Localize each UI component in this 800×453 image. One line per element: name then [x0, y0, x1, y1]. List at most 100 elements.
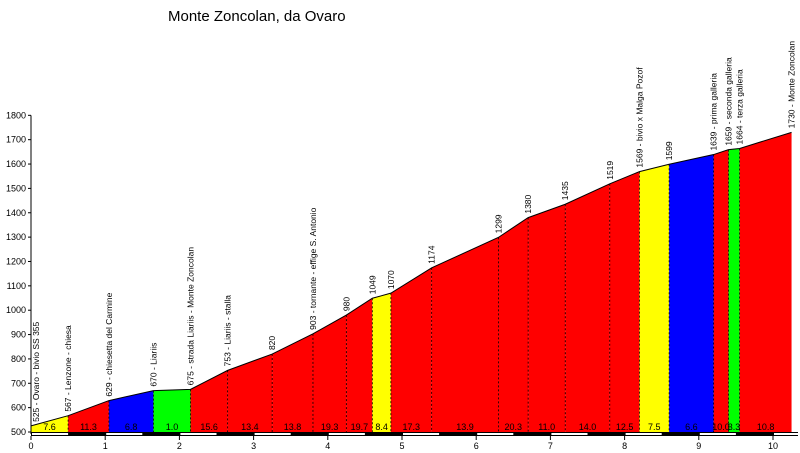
- profile-segment: [346, 298, 373, 432]
- x-tick-label: 1: [103, 441, 108, 451]
- waypoint-label: 670 - Liariis: [148, 343, 158, 387]
- x-axis-stripe: [774, 433, 800, 435]
- gradient-label: 7.5: [648, 422, 661, 432]
- waypoint-label: 1730 - Monte Zoncolan: [787, 41, 797, 129]
- gradient-label: 13.8: [284, 422, 302, 432]
- waypoint-label: 675 - strada Liariis - Monte Zoncolan: [186, 247, 196, 386]
- gradient-label: 19.7: [351, 422, 369, 432]
- x-tick-label: 6: [474, 441, 479, 451]
- profile-segment: [190, 370, 228, 432]
- gradient-label: 11.3: [80, 422, 97, 432]
- gradient-label: 13.9: [456, 422, 474, 432]
- y-tick-label: 1400: [6, 208, 26, 218]
- gradient-label: 1.0: [166, 422, 179, 432]
- y-tick-label: 1000: [6, 305, 26, 315]
- y-tick-label: 1700: [6, 135, 26, 145]
- x-tick-label: 2: [177, 441, 182, 451]
- y-tick-label: 900: [11, 330, 26, 340]
- profile-segment: [609, 171, 640, 432]
- x-tick-label: 7: [548, 441, 553, 451]
- waypoint-label: 1070: [386, 270, 396, 289]
- x-tick-label: 9: [696, 441, 701, 451]
- x-axis-stripe: [254, 433, 291, 435]
- gradient-label: 12.5: [616, 422, 634, 432]
- profile-segment: [739, 132, 792, 432]
- gradient-label: 6.8: [125, 422, 138, 432]
- profile-segment: [68, 400, 109, 432]
- gradient-label: 6.6: [685, 422, 698, 432]
- gradient-label: 15.6: [200, 422, 218, 432]
- profile-outline: [30, 131, 792, 427]
- waypoint-label: 1174: [427, 245, 437, 264]
- profile-segment: [312, 315, 347, 432]
- y-tick-label: 1600: [6, 159, 26, 169]
- waypoint-label: 629 - chiesetta del Carmine: [104, 292, 114, 396]
- profile-segment: [31, 415, 69, 432]
- x-axis-stripe: [328, 433, 365, 435]
- waypoint-label: 567 - Lenzone - chiesa: [63, 325, 73, 412]
- profile-segment: [108, 390, 154, 432]
- profile-segment: [153, 389, 191, 432]
- profile-segment: [639, 164, 670, 432]
- gradient-label: 19.3: [321, 422, 339, 432]
- y-tick-label: 500: [11, 427, 26, 437]
- x-axis-stripe: [32, 433, 69, 435]
- profile-segment: [669, 154, 714, 432]
- profile-segment: [565, 183, 610, 432]
- waypoint-label: 1519: [605, 161, 615, 180]
- profile-segment: [372, 293, 391, 432]
- x-axis-stripe: [403, 433, 440, 435]
- waypoint-label: 1569 - bivio x Malga Pozof: [634, 67, 644, 168]
- profile-segment: [713, 149, 729, 432]
- gradient-label: 14.0: [579, 422, 597, 432]
- y-tick-label: 1800: [6, 110, 26, 120]
- waypoint-label: 525 - Ovaro - bivio SS 355: [31, 321, 41, 421]
- gradient-label: 20.3: [505, 422, 523, 432]
- waypoint-label: 753 - Liariis - stalla: [223, 295, 233, 367]
- waypoint-label: 1299: [493, 214, 503, 233]
- gradient-label: 8.4: [375, 422, 388, 432]
- gradient-label: 13.4: [241, 422, 259, 432]
- profile-segment: [528, 204, 566, 432]
- waypoint-label: 980: [341, 297, 351, 311]
- chart-title: Monte Zoncolan, da Ovaro: [168, 8, 346, 25]
- x-axis-stripe: [477, 433, 514, 435]
- x-tick-label: 4: [325, 441, 330, 451]
- waypoint-label: 1664 - terza galleria: [735, 69, 745, 144]
- x-axis-stripe: [699, 433, 736, 435]
- x-axis-stripe: [625, 433, 662, 435]
- x-tick-label: 3: [251, 441, 256, 451]
- profile-segment: [272, 333, 313, 432]
- gradient-label: 7.6: [43, 422, 56, 432]
- waypoint-label: 1639 - prima galleria: [709, 73, 719, 151]
- gradient-label: 17.3: [403, 422, 421, 432]
- x-axis-stripe: [551, 433, 588, 435]
- waypoint-label: 1049: [367, 275, 377, 294]
- y-tick-label: 1200: [6, 256, 26, 266]
- y-tick-label: 1500: [6, 183, 26, 193]
- gradient-label: 10.8: [757, 422, 775, 432]
- y-tick-label: 1100: [7, 281, 26, 291]
- gradient-label: 10.0: [712, 422, 730, 432]
- waypoint-label: 1599: [664, 141, 674, 160]
- profile-segment: [227, 354, 273, 432]
- profile-segment: [728, 148, 740, 433]
- x-axis-stripe: [180, 433, 217, 435]
- y-tick-label: 800: [11, 354, 26, 364]
- gradient-label: 11.0: [538, 422, 555, 432]
- x-tick-label: 10: [768, 441, 778, 451]
- waypoint-label: 820: [267, 336, 277, 350]
- profile-segment: [498, 217, 529, 432]
- x-tick-label: 5: [399, 441, 404, 451]
- profile-segment: [431, 237, 499, 432]
- x-tick-label: 8: [622, 441, 627, 451]
- gradient-label: 3.3: [728, 422, 741, 432]
- x-tick-label: 0: [28, 441, 33, 451]
- waypoint-label: 1380: [523, 194, 533, 213]
- y-tick-label: 600: [11, 403, 26, 413]
- y-tick-label: 700: [11, 378, 26, 388]
- x-axis-stripe: [106, 433, 143, 435]
- profile-segment: [390, 267, 432, 432]
- waypoint-label: 1659 - seconda galleria: [723, 57, 733, 146]
